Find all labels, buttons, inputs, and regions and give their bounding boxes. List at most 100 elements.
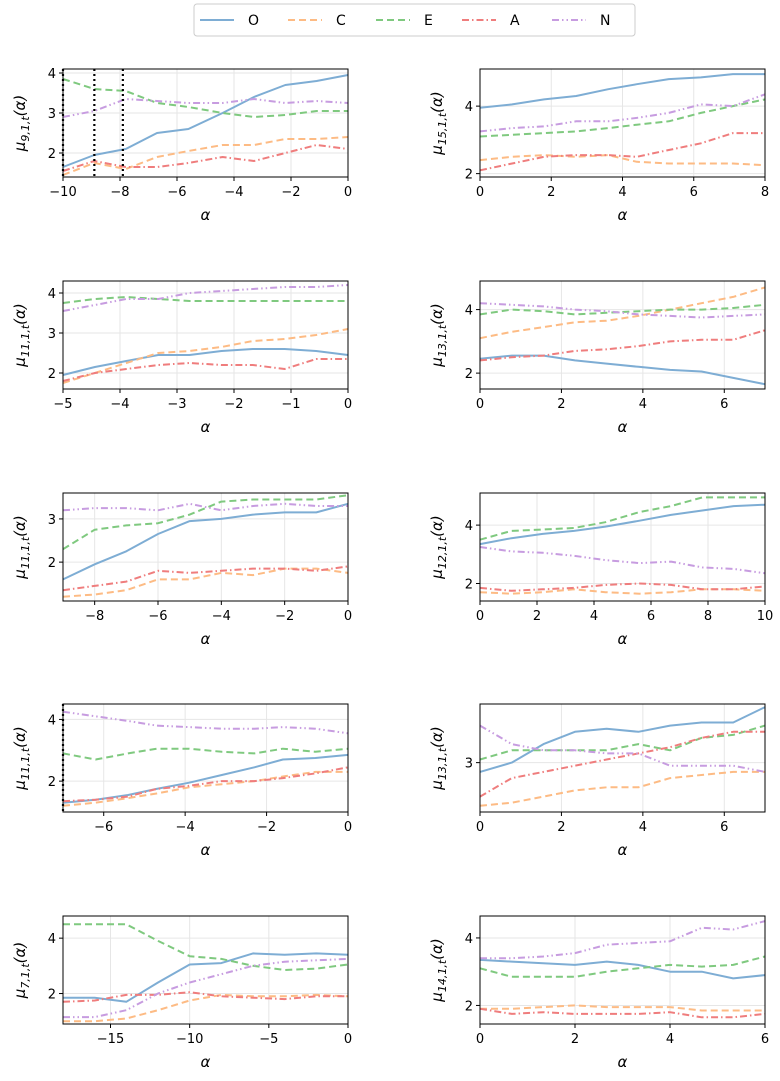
y-tick-label: 4 (48, 67, 56, 82)
x-tick-label: 0 (476, 609, 484, 624)
chart-panel-7: −6 −4 −2 0 2 4 α μ11,1,t(α) (11, 703, 352, 859)
series-line-c (62, 567, 349, 598)
x-tick-label: 6 (720, 397, 728, 412)
x-tick-label: 10 (757, 609, 774, 624)
y-tick-label: 2 (48, 147, 56, 162)
x-tick-label: −10 (49, 185, 76, 200)
legend-label-a: A (510, 13, 520, 29)
plot-frame (479, 280, 766, 390)
series-line-o (63, 952, 349, 1003)
series-line-a (479, 132, 765, 172)
x-tick-label: −8 (110, 185, 129, 200)
series-line-n (479, 302, 766, 319)
x-tick-label: 2 (533, 609, 541, 624)
legend-frame (193, 3, 636, 37)
y-tick-label: 2 (48, 556, 56, 571)
y-tick-label: 3 (465, 757, 473, 772)
legend-label-c: C (336, 13, 346, 29)
x-tick-label: −4 (224, 185, 243, 200)
series-line-e (63, 923, 349, 971)
x-axis-label: α (201, 1053, 211, 1071)
x-axis-label: α (618, 418, 628, 436)
x-tick-label: −6 (94, 820, 113, 835)
x-axis-label: α (201, 418, 211, 436)
x-tick-label: −2 (281, 185, 300, 200)
x-tick-label: 0 (344, 609, 352, 624)
x-tick-label: −5 (259, 1032, 278, 1047)
series-line-o (62, 348, 349, 376)
x-tick-label: 8 (704, 609, 712, 624)
x-tick-label: −4 (110, 397, 129, 412)
y-tick-label: 2 (465, 367, 473, 382)
y-tick-label: 2 (465, 168, 473, 183)
y-axis-label: μ14,1,t(α) (428, 938, 449, 1002)
x-tick-label: −3 (167, 397, 186, 412)
series-line-e (62, 296, 348, 304)
y-tick-label: 4 (465, 932, 473, 947)
plot-frame (62, 492, 349, 602)
series-line-a (62, 358, 348, 382)
x-tick-label: 8 (761, 185, 769, 200)
series-line-c (479, 588, 766, 595)
y-axis-label: μ11,1,t(α) (11, 726, 32, 790)
y-axis-label: μ11,1,t(α) (11, 303, 32, 367)
plot-frame (479, 703, 766, 813)
plot-frame (62, 68, 349, 178)
plot-frame (62, 703, 349, 813)
y-axis-label: μ11,1,t(α) (11, 515, 32, 579)
series-line-c (62, 136, 349, 176)
x-tick-label: 0 (344, 185, 352, 200)
y-tick-label: 2 (465, 999, 473, 1014)
x-axis-label: α (201, 206, 211, 224)
x-axis-label: α (618, 1053, 628, 1071)
series-line-o (479, 503, 766, 546)
series-line-c (479, 154, 766, 167)
x-tick-label: 4 (618, 185, 626, 200)
y-axis-label: μ13,1,t(α) (428, 726, 449, 790)
series-line-o (479, 706, 766, 773)
series-line-o (62, 74, 349, 168)
x-tick-label: −1 (281, 397, 300, 412)
x-tick-label: −8 (85, 609, 104, 624)
series-line-a (62, 766, 349, 803)
y-tick-label: 4 (48, 713, 56, 728)
x-tick-label: 0 (344, 820, 352, 835)
y-tick-label: 3 (48, 513, 56, 528)
y-tick-label: 2 (465, 577, 473, 592)
plot-frame (62, 915, 349, 1025)
chart-panel-9: −15 −10 −5 0 2 4 α μ7,1,t(α) (11, 915, 352, 1071)
x-tick-label: 0 (476, 397, 484, 412)
x-tick-label: −4 (176, 820, 195, 835)
legend-label-o: O (248, 13, 259, 29)
chart-panel-5: −8 −6 −4 −2 0 2 3 α μ11,1,t(α) (11, 492, 352, 648)
x-axis-label: α (618, 206, 628, 224)
y-tick-label: 3 (48, 327, 56, 342)
x-tick-label: 0 (344, 1032, 352, 1047)
series-line-e (479, 98, 766, 138)
chart-panel-10: 0 2 4 6 2 4 α μ14,1,t(α) (428, 915, 769, 1071)
series-line-e (62, 78, 348, 118)
x-tick-label: 2 (557, 820, 565, 835)
series-line-e (62, 747, 349, 761)
series-line-e (62, 494, 349, 551)
x-tick-label: −6 (148, 609, 167, 624)
series-line-a (479, 582, 766, 592)
y-axis-label: μ15,1,t(α) (428, 91, 449, 155)
y-axis-label: μ9,1,t(α) (11, 95, 32, 152)
series-line-n (480, 920, 766, 960)
x-tick-label: −6 (167, 185, 186, 200)
series-line-a (479, 1007, 766, 1019)
series-line-n (479, 93, 766, 133)
x-tick-label: 6 (720, 820, 728, 835)
series-line-a (479, 329, 766, 362)
plot-frame (479, 492, 766, 602)
x-tick-label: 4 (639, 397, 647, 412)
chart-panel-8: 0 2 4 6 3 α μ13,1,t(α) (428, 703, 766, 859)
y-tick-label: 4 (465, 304, 473, 319)
y-tick-label: 3 (48, 107, 56, 122)
series-line-a (479, 730, 765, 798)
x-tick-label: −10 (176, 1032, 203, 1047)
